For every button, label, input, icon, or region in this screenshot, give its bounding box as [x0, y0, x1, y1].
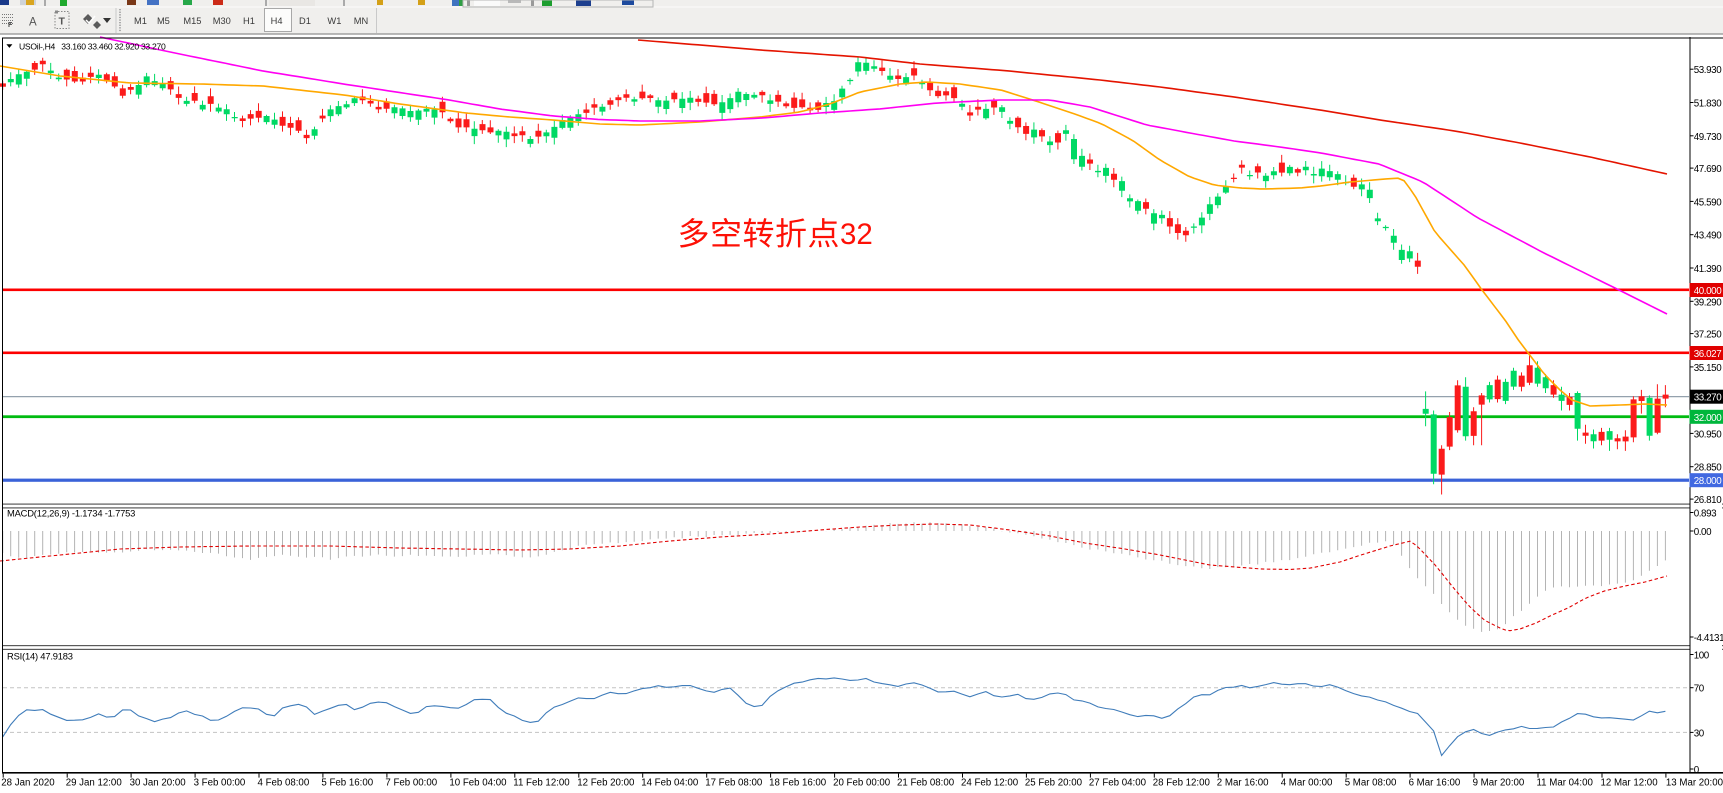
- svg-text:24 Feb 12:00: 24 Feb 12:00: [961, 778, 1019, 789]
- svg-text:7 Feb 00:00: 7 Feb 00:00: [385, 778, 437, 789]
- svg-text:49.730: 49.730: [1694, 132, 1723, 143]
- svg-text:W1: W1: [327, 16, 341, 26]
- svg-text:100: 100: [1694, 651, 1710, 662]
- svg-text:40.000: 40.000: [1694, 286, 1723, 297]
- svg-text:MN: MN: [354, 16, 368, 26]
- svg-text:D1: D1: [299, 16, 311, 26]
- svg-text:32: 32: [840, 218, 873, 251]
- svg-text:47.690: 47.690: [1694, 164, 1723, 175]
- svg-text:2 Mar 16:00: 2 Mar 16:00: [1217, 778, 1269, 789]
- svg-text:MACD(12,26,9) -1.1734 -1.7753: MACD(12,26,9) -1.1734 -1.7753: [7, 508, 135, 519]
- svg-text:30.950: 30.950: [1694, 429, 1723, 440]
- svg-text:53.930: 53.930: [1694, 65, 1723, 76]
- svg-text:9 Mar 20:00: 9 Mar 20:00: [1473, 778, 1525, 789]
- svg-text:H1: H1: [243, 16, 255, 26]
- svg-text:T: T: [59, 16, 66, 28]
- svg-text:12 Mar 12:00: 12 Mar 12:00: [1601, 778, 1659, 789]
- svg-text:H4: H4: [271, 16, 283, 26]
- svg-text:10 Feb 04:00: 10 Feb 04:00: [449, 778, 507, 789]
- svg-text:35.150: 35.150: [1694, 363, 1723, 374]
- svg-text:43.490: 43.490: [1694, 231, 1723, 242]
- svg-text:11 Mar 04:00: 11 Mar 04:00: [1537, 778, 1594, 789]
- svg-text:27 Feb 04:00: 27 Feb 04:00: [1089, 778, 1147, 789]
- svg-text:21 Feb 08:00: 21 Feb 08:00: [897, 778, 955, 789]
- svg-text:25 Feb 20:00: 25 Feb 20:00: [1025, 778, 1083, 789]
- svg-text:M1: M1: [134, 16, 147, 26]
- svg-text:39.290: 39.290: [1694, 297, 1723, 308]
- svg-text:M30: M30: [213, 16, 231, 26]
- svg-text:17 Feb 08:00: 17 Feb 08:00: [705, 778, 763, 789]
- svg-text:20 Feb 00:00: 20 Feb 00:00: [833, 778, 891, 789]
- svg-text:14 Feb 04:00: 14 Feb 04:00: [641, 778, 699, 789]
- svg-text:4 Mar 00:00: 4 Mar 00:00: [1281, 778, 1333, 789]
- svg-text:12 Feb 20:00: 12 Feb 20:00: [577, 778, 635, 789]
- svg-text:4 Feb 08:00: 4 Feb 08:00: [258, 778, 310, 789]
- svg-text:M5: M5: [157, 16, 170, 26]
- svg-text:3 Feb 00:00: 3 Feb 00:00: [194, 778, 246, 789]
- svg-text:RSI(14) 47.9183: RSI(14) 47.9183: [7, 651, 73, 662]
- svg-text:18 Feb 16:00: 18 Feb 16:00: [769, 778, 827, 789]
- svg-text:28 Jan 2020: 28 Jan 2020: [1, 778, 55, 789]
- svg-text:32.000: 32.000: [1694, 413, 1723, 424]
- svg-text:0.893: 0.893: [1694, 509, 1717, 520]
- svg-text:28.000: 28.000: [1694, 476, 1723, 487]
- svg-text:M15: M15: [183, 16, 201, 26]
- svg-text:0: 0: [1694, 765, 1700, 776]
- svg-text:A: A: [29, 16, 37, 28]
- svg-text:37.250: 37.250: [1694, 330, 1723, 341]
- svg-text:11 Feb 12:00: 11 Feb 12:00: [513, 778, 570, 789]
- svg-text:5 Feb 16:00: 5 Feb 16:00: [321, 778, 373, 789]
- svg-text:30: 30: [1694, 728, 1705, 739]
- svg-text:70: 70: [1694, 684, 1705, 695]
- svg-text:-4.4131: -4.4131: [1694, 633, 1723, 644]
- svg-text:13 Mar 20:00: 13 Mar 20:00: [1666, 778, 1723, 789]
- svg-text:41.390: 41.390: [1694, 264, 1723, 275]
- svg-text:28 Feb 12:00: 28 Feb 12:00: [1153, 778, 1211, 789]
- svg-text:28.850: 28.850: [1694, 463, 1723, 474]
- svg-text:30 Jan 20:00: 30 Jan 20:00: [130, 778, 187, 789]
- svg-text:51.830: 51.830: [1694, 99, 1723, 110]
- svg-text:29 Jan 12:00: 29 Jan 12:00: [66, 778, 123, 789]
- svg-text:F: F: [8, 22, 13, 29]
- svg-text:36.027: 36.027: [1694, 349, 1722, 360]
- svg-text:26.810: 26.810: [1694, 495, 1723, 506]
- svg-text:33.270: 33.270: [1694, 393, 1723, 404]
- svg-text:0.00: 0.00: [1694, 527, 1712, 538]
- svg-text:6 Mar 16:00: 6 Mar 16:00: [1409, 778, 1461, 789]
- svg-text:45.590: 45.590: [1694, 197, 1723, 208]
- svg-text:5 Mar 08:00: 5 Mar 08:00: [1345, 778, 1397, 789]
- svg-text:USOil-,H4 33.160 33.460 32.9: USOil-,H4 33.160 33.460 32.920 33.270: [19, 42, 166, 52]
